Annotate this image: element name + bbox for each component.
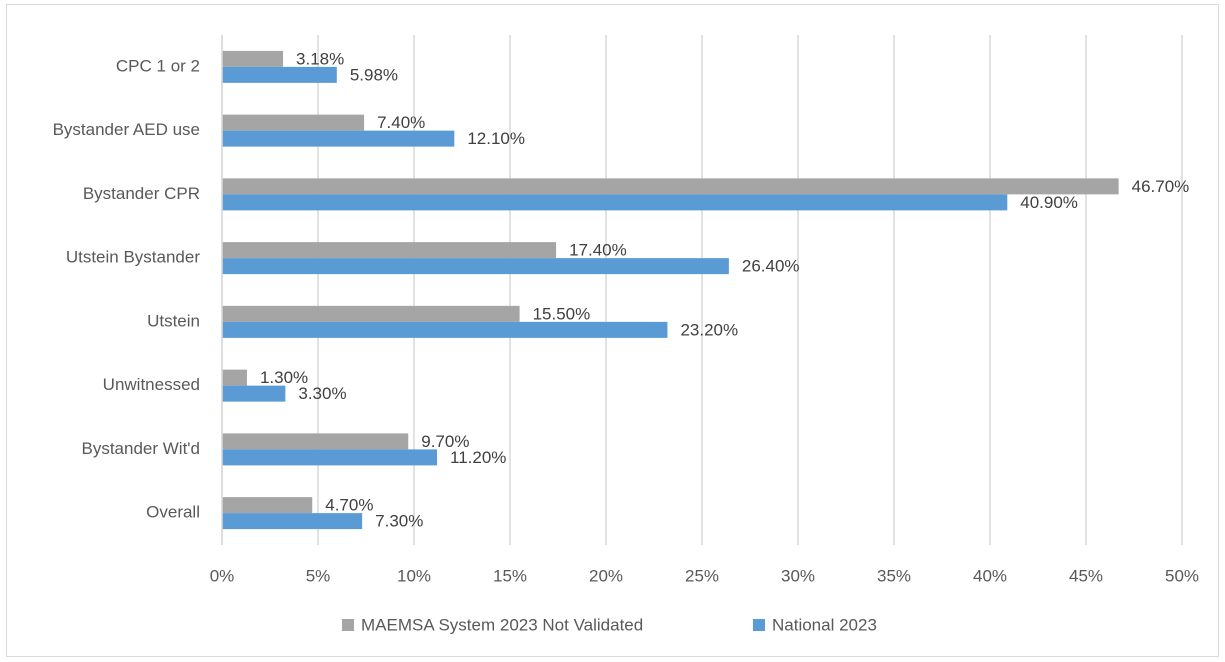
data-label: 3.18% — [296, 49, 344, 68]
bar — [222, 178, 1119, 195]
data-label: 11.20% — [450, 448, 506, 467]
bar — [222, 258, 729, 275]
data-label: 4.70% — [325, 496, 373, 515]
bar — [222, 242, 557, 259]
x-tick-label: 15% — [493, 566, 527, 585]
x-tick-label: 0% — [210, 566, 235, 585]
bar — [222, 497, 313, 514]
x-tick-label: 40% — [973, 566, 1007, 585]
legend-label: MAEMSA System 2023 Not Validated — [361, 615, 643, 634]
y-tick-label: Unwitnessed — [103, 375, 200, 394]
bar — [222, 66, 337, 83]
data-label: 1.30% — [260, 368, 308, 387]
data-label: 7.40% — [377, 113, 425, 132]
x-tick-label: 35% — [877, 566, 911, 585]
data-label: 12.10% — [467, 129, 525, 148]
bar — [222, 130, 455, 147]
x-tick-label: 45% — [1069, 566, 1103, 585]
x-tick-label: 10% — [397, 566, 431, 585]
x-tick-label: 30% — [781, 566, 815, 585]
y-tick-label: Bystander AED use — [53, 120, 200, 139]
data-label: 23.20% — [680, 320, 738, 339]
data-label: 9.70% — [421, 432, 469, 451]
y-tick-label: Utstein — [147, 311, 200, 330]
data-label: 26.40% — [742, 257, 800, 276]
bar — [222, 449, 438, 466]
x-tick-label: 50% — [1165, 566, 1199, 585]
data-label: 3.30% — [298, 384, 346, 403]
bar — [222, 305, 520, 322]
bar — [222, 369, 247, 386]
y-tick-label: Bystander CPR — [83, 184, 200, 203]
legend-swatch — [342, 619, 354, 631]
legend-swatch — [753, 619, 765, 631]
data-label: 40.90% — [1020, 193, 1078, 212]
y-tick-label: Utstein Bystander — [66, 248, 201, 267]
bar — [222, 433, 409, 450]
bar — [222, 321, 668, 338]
x-tick-label: 20% — [589, 566, 623, 585]
data-label: 7.30% — [375, 512, 423, 531]
data-label: 5.98% — [350, 65, 398, 84]
y-tick-label: CPC 1 or 2 — [116, 56, 200, 75]
x-tick-label: 5% — [306, 566, 331, 585]
bar — [222, 385, 286, 402]
data-label: 15.50% — [533, 304, 591, 323]
bar — [222, 50, 284, 67]
bar — [222, 194, 1008, 211]
x-tick-label: 25% — [685, 566, 719, 585]
bar — [222, 513, 363, 530]
data-label: 46.70% — [1132, 177, 1190, 196]
y-tick-label: Bystander Wit'd — [81, 439, 200, 458]
bar — [222, 114, 365, 131]
data-label: 17.40% — [569, 241, 627, 260]
y-tick-label: Overall — [146, 503, 200, 522]
legend-label: National 2023 — [772, 615, 877, 634]
